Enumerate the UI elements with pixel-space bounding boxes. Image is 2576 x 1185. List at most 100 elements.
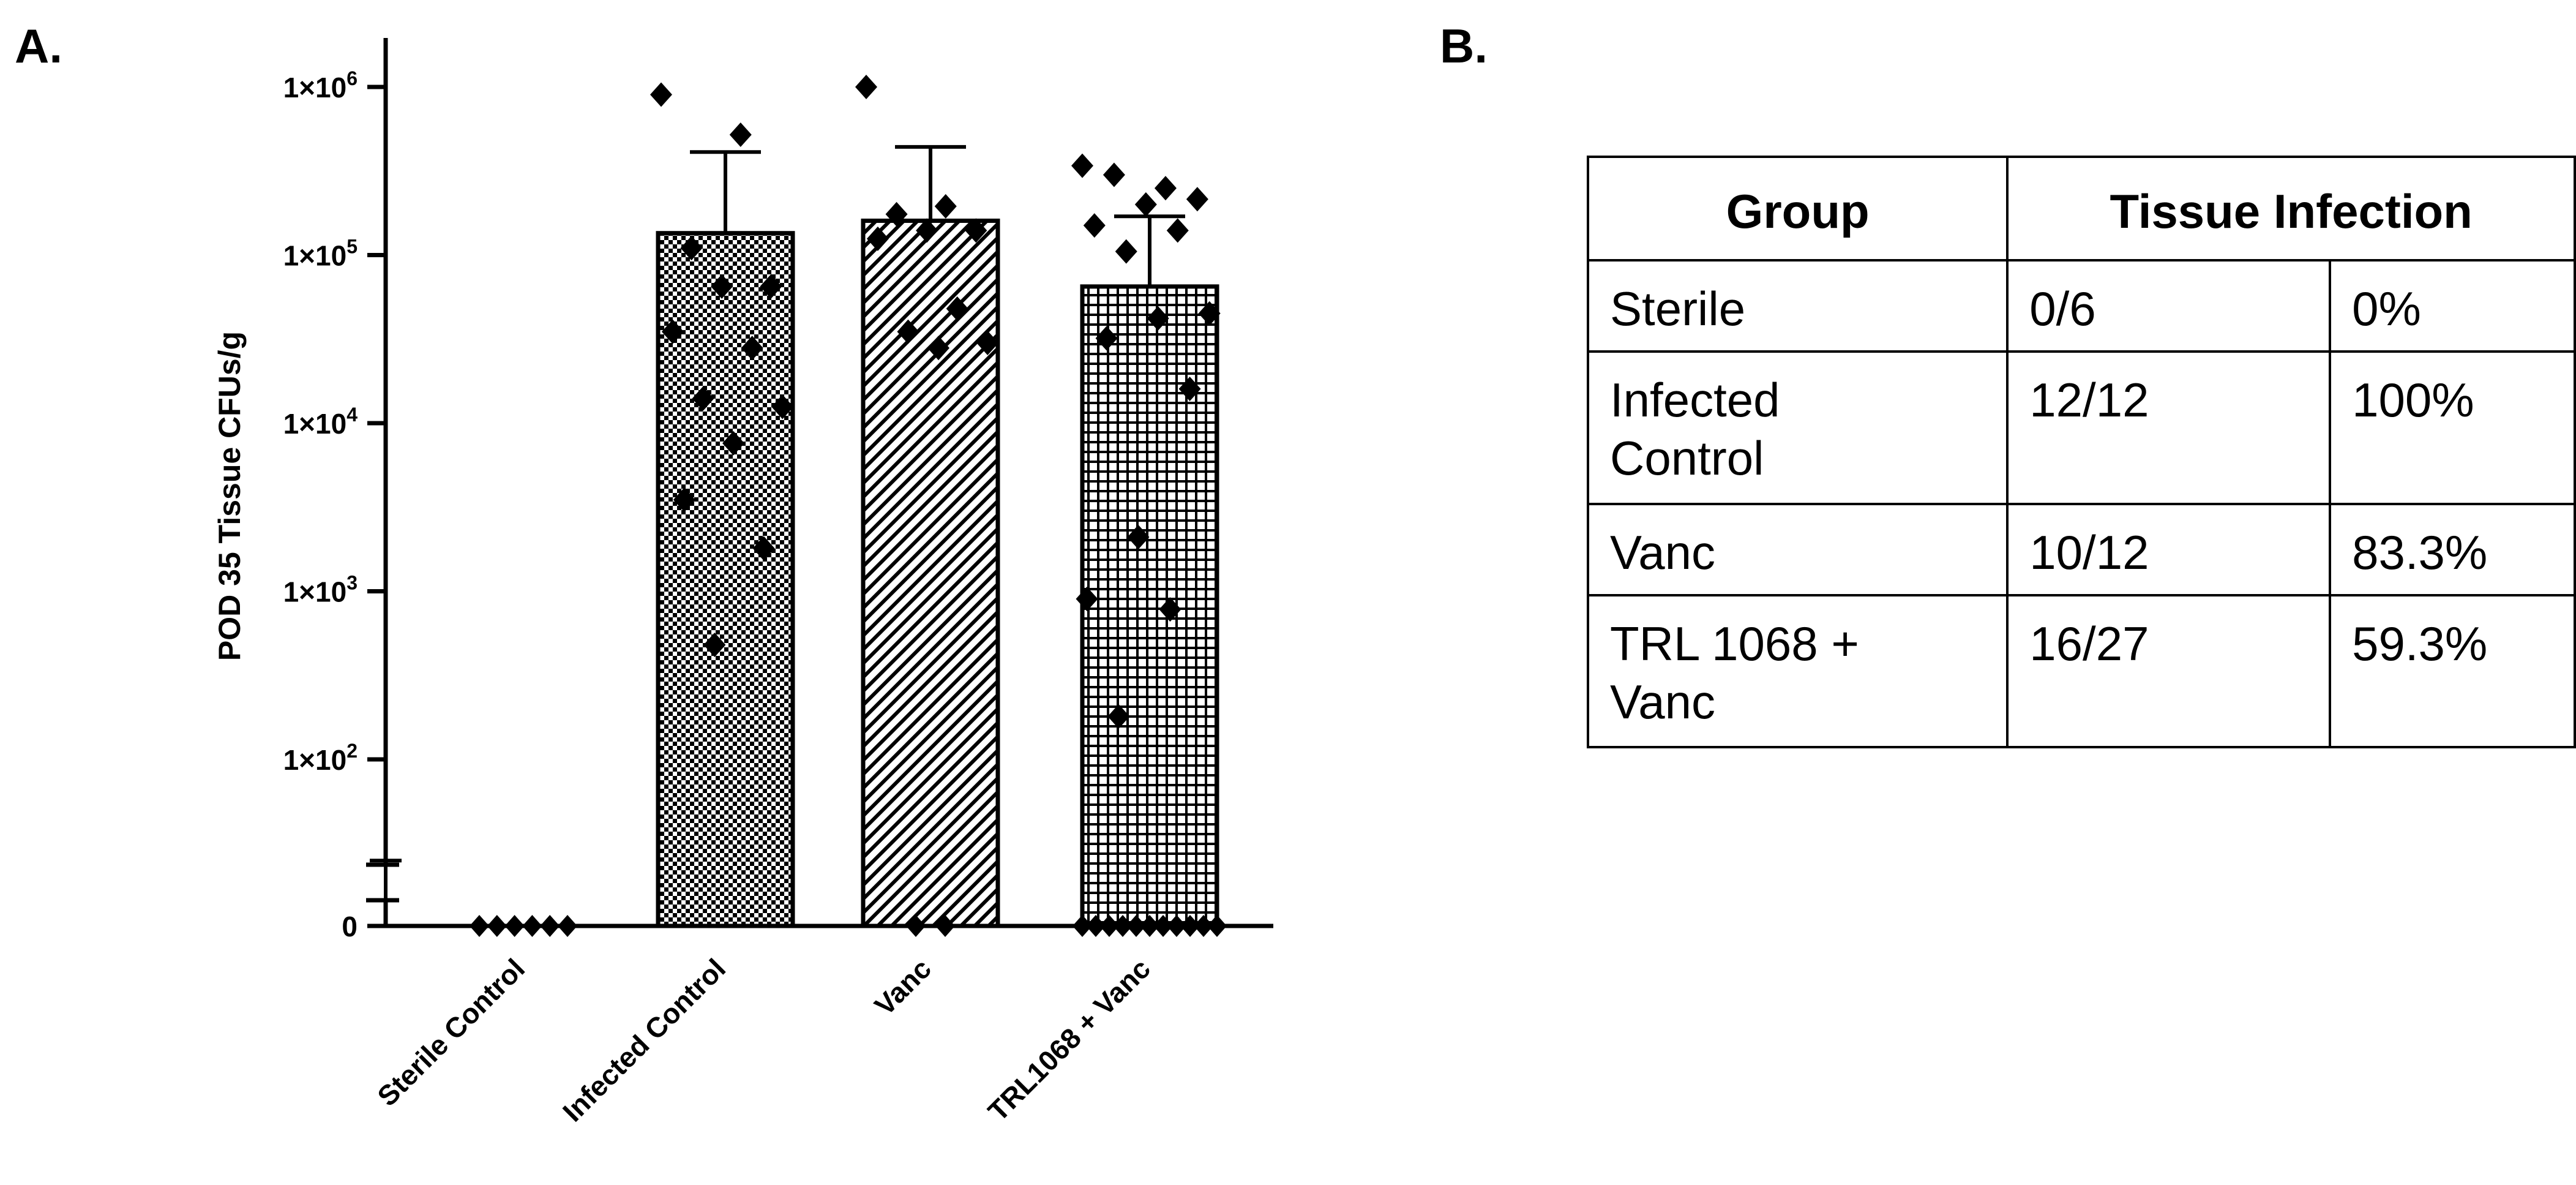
x-tick-label: TRL1068 + Vanc [982,952,1156,1127]
data-point [1073,915,1092,937]
bar [656,231,795,928]
data-point [673,487,695,513]
data-point [1159,597,1181,622]
data-point [916,218,938,243]
data-point [522,915,542,937]
data-point [729,122,752,147]
cell-count: 10/12 [2006,502,2332,596]
data-point [927,336,950,361]
data-points [470,75,1227,937]
data-point [1147,306,1169,331]
y-tick-label: 1×103 [283,572,358,608]
data-point [711,274,733,299]
data-point [976,331,999,356]
data-point [558,915,577,937]
data-point [760,274,782,299]
data-point [1103,162,1125,187]
data-point [1071,153,1093,178]
data-point [1140,915,1159,937]
table-row: TRL 1068 + Vanc 16/27 59.3% [1586,593,2576,749]
tissue-infection-table: Group Tissue Infection Sterile 0/6 0% In… [1586,155,2576,749]
cell-group: TRL 1068 + Vanc [1586,593,2009,749]
data-point [1083,213,1106,238]
y-axis-label: POD 35 Tissue CFUs/g [212,331,247,661]
table-row: Sterile 0/6 0% [1586,259,2576,353]
data-point [866,226,889,251]
y-tick-labels: 0 1×102 1×103 1×104 1×105 1×106 [283,67,358,942]
cell-count: 0/6 [2006,259,2332,353]
cell-group: Sterile [1586,259,2009,353]
error-bars [370,145,1185,900]
data-point [1107,704,1130,729]
data-point [1186,187,1208,212]
table-row: Vanc 10/12 83.3% [1586,502,2576,596]
data-point [650,82,672,107]
data-point [470,915,489,937]
table-row: Infected Control 12/12 100% [1586,350,2576,505]
y-tick-label: 1×105 [283,236,358,272]
cell-percent: 0% [2329,259,2576,353]
bar [861,218,1000,928]
data-point [1166,218,1189,243]
data-point [771,394,794,419]
panel-b-label: B. [1440,19,1488,73]
cell-count: 12/12 [2006,350,2332,505]
data-point [1194,915,1213,937]
data-point [1207,915,1227,937]
data-point [1095,326,1118,351]
data-point [1099,915,1119,937]
data-point [504,915,525,937]
data-point [1178,376,1201,401]
data-point [703,632,726,657]
x-tick-label: Sterile Control [371,952,531,1112]
data-point [1127,525,1150,550]
data-point [885,201,908,227]
data-point [722,431,745,456]
data-point [1154,176,1177,201]
data-point [1126,915,1146,937]
table-header-row: Group Tissue Infection [1586,155,2576,262]
data-point [1113,915,1133,937]
bar [1080,284,1219,928]
cell-group: Vanc [1586,502,2009,596]
bar-chart: 0 1×102 1×103 1×104 1×105 1×106 Sterile Contr… [212,38,1273,1127]
data-point [855,75,877,99]
cell-percent: 83.3% [2329,502,2576,596]
data-point [1115,239,1137,264]
data-point [1076,587,1098,612]
data-point [680,236,703,261]
y-tick-label: 0 [342,911,358,942]
data-point [1134,192,1157,217]
x-tick-label: Vanc [868,952,937,1021]
data-point [946,296,968,321]
x-tick-label: Infected Control [556,952,732,1127]
cell-group: Infected Control [1586,350,2009,505]
data-point [934,194,957,219]
data-point [906,915,926,937]
data-point [540,915,560,937]
data-point [741,336,763,361]
data-point [1167,915,1186,937]
data-point [1153,915,1173,937]
data-point [752,536,775,561]
data-point [1086,915,1106,937]
y-tick-label: 1×104 [283,404,358,440]
data-point [1198,301,1221,326]
data-point [692,386,714,411]
y-tick-label: 1×106 [283,67,358,103]
bars [656,218,1219,928]
panel-a-label: A. [15,19,62,73]
data-point [935,915,955,937]
header-tissue-infection: Tissue Infection [2006,155,2576,262]
header-group: Group [1586,155,2009,262]
x-tick-labels: Sterile Control Infected Control Vanc TRL10… [371,952,1156,1127]
data-point [965,218,987,243]
cell-count: 16/27 [2006,593,2332,749]
cell-percent: 100% [2329,350,2576,505]
y-tick-label: 1×102 [283,740,358,776]
data-point [661,319,684,344]
data-point [897,319,919,344]
data-point [1180,915,1200,937]
cell-percent: 59.3% [2329,593,2576,749]
data-point [487,915,507,937]
